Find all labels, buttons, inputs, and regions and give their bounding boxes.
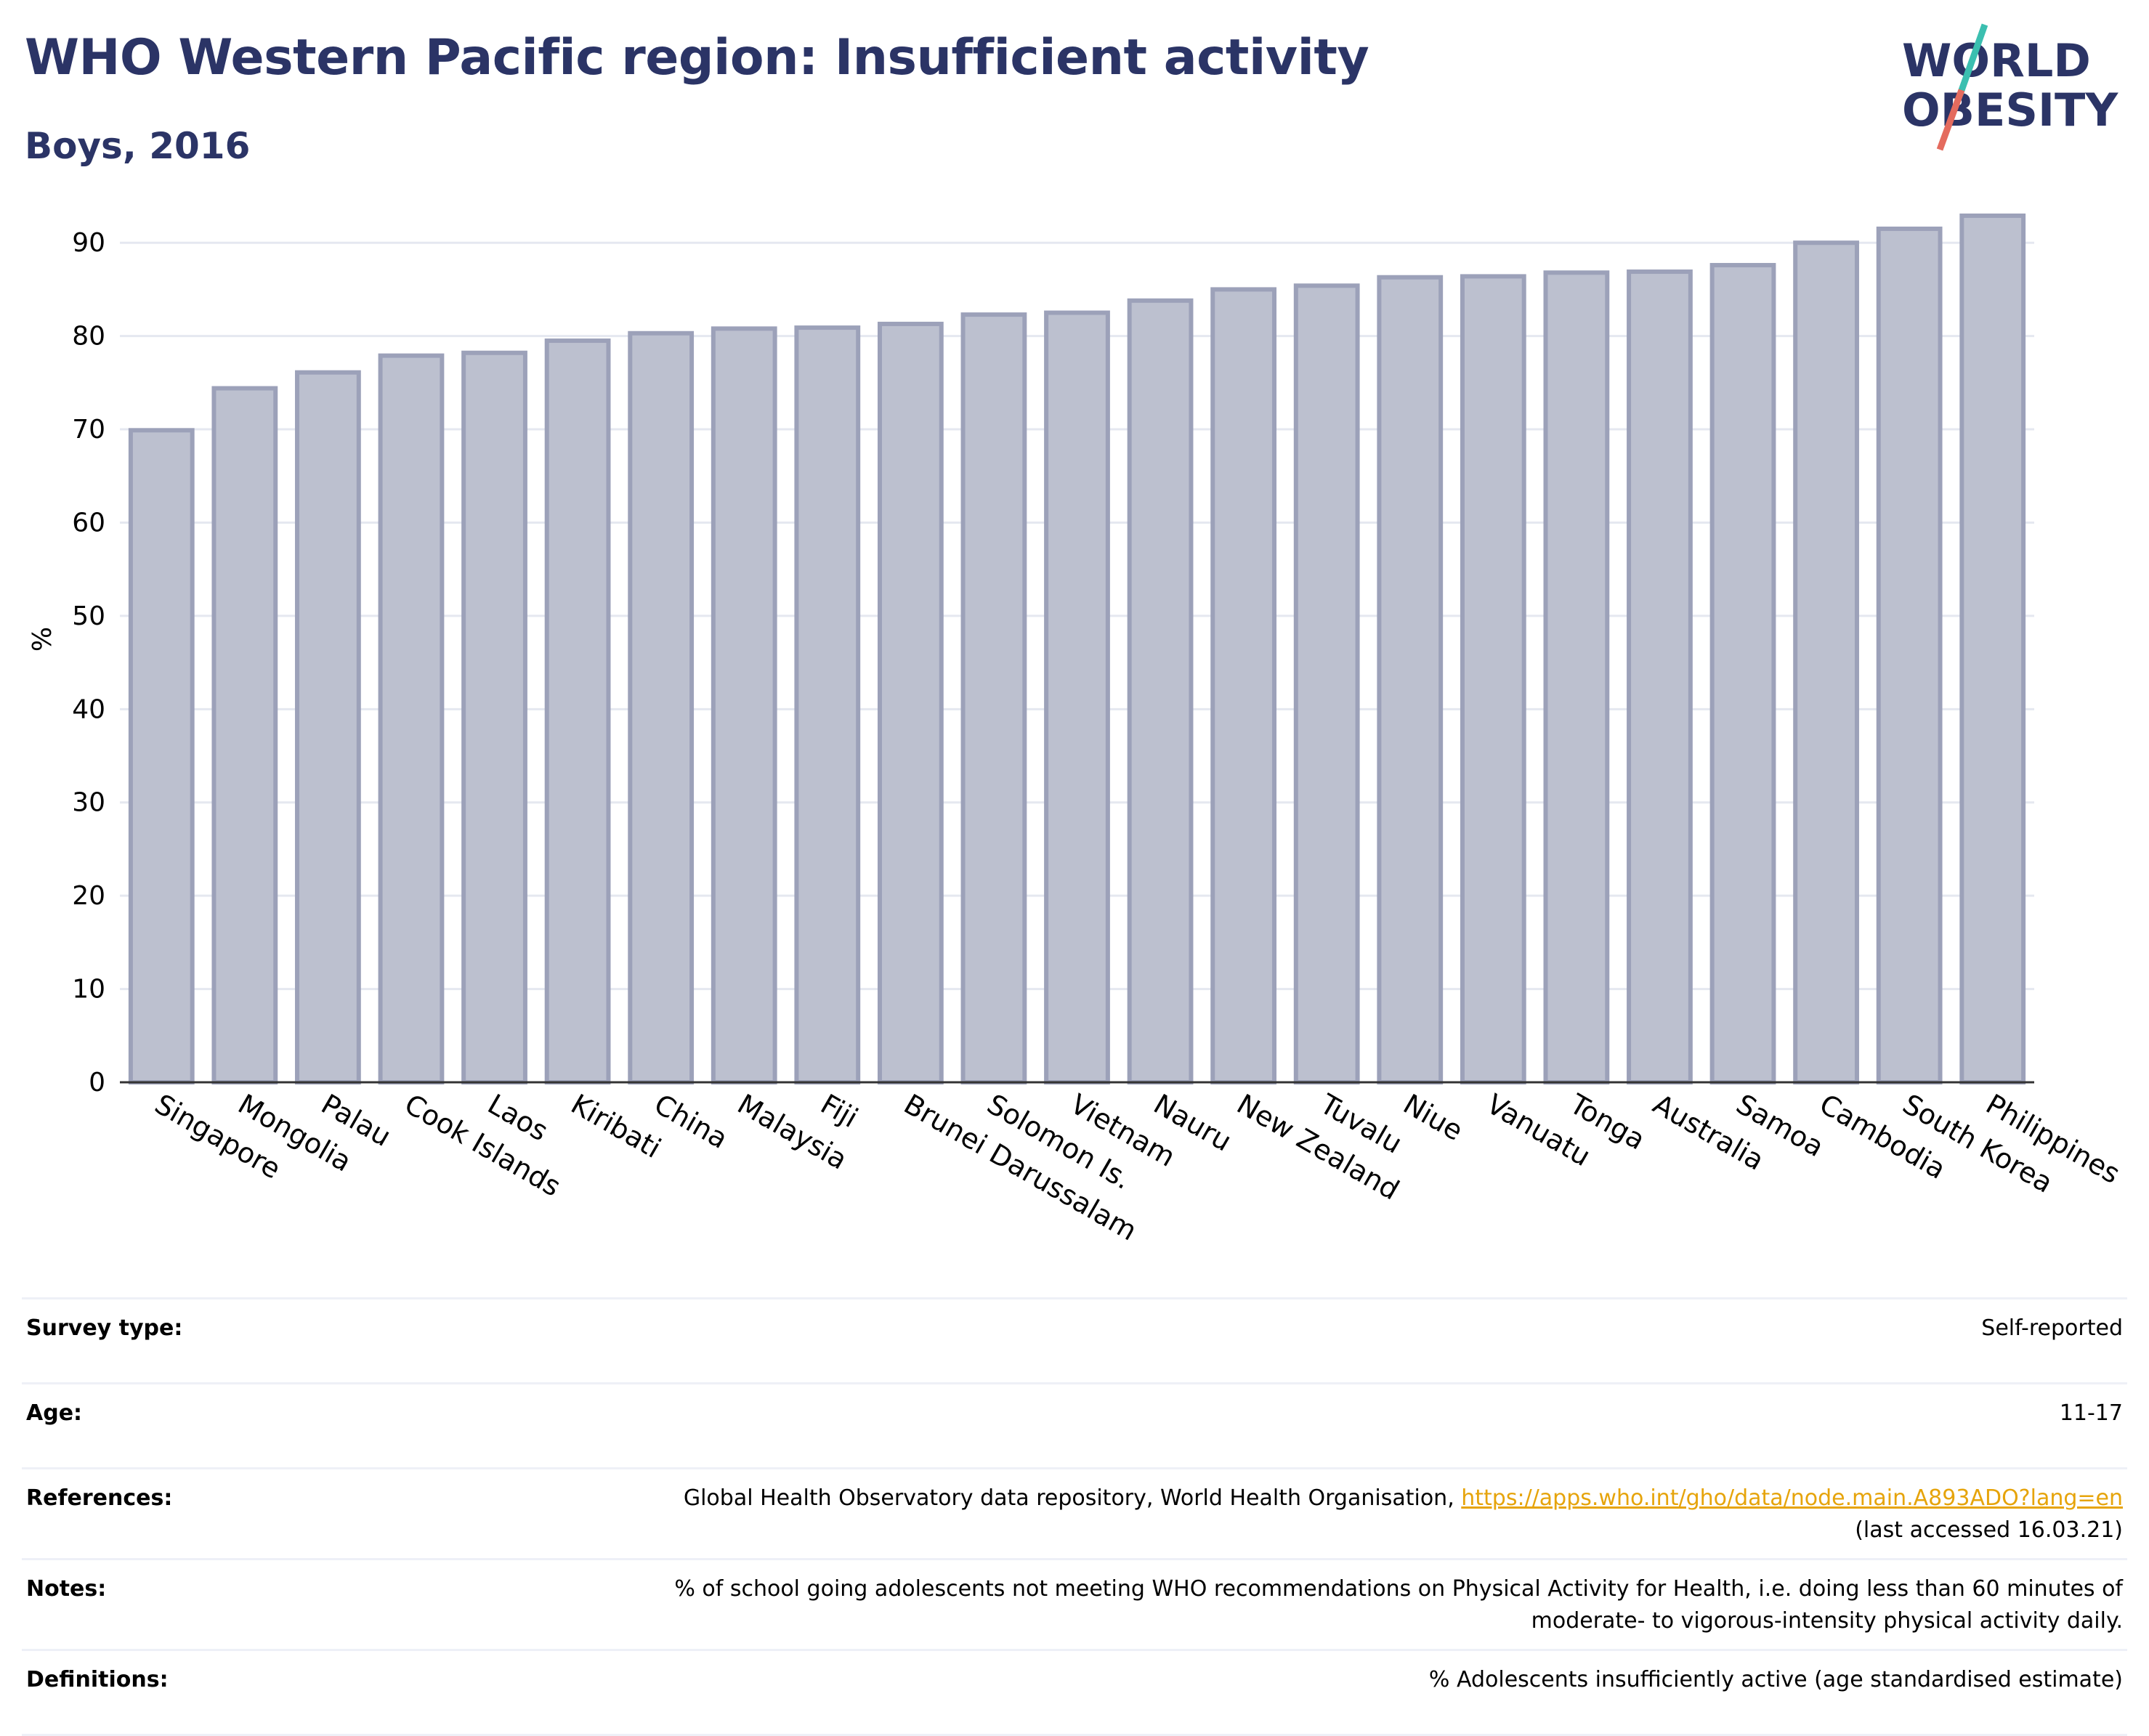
references-accessed: (last accessed 16.03.21) [1855, 1517, 2123, 1543]
bar-china [628, 330, 695, 1085]
info-row-definitions: Definitions: % Adolescents insufficientl… [22, 1650, 2127, 1735]
bar-south-korea [1876, 226, 1943, 1084]
bar-palau [295, 370, 361, 1085]
notes-value: % of school going adolescents not meetin… [336, 1559, 2127, 1650]
y-tick-label: 50 [72, 601, 105, 631]
age-value: 11-17 [2059, 1400, 2123, 1426]
age-label: Age: [26, 1400, 83, 1426]
bar-samoa [1709, 263, 1776, 1084]
bar-malaysia [711, 326, 777, 1084]
logo-slash-teal [1956, 23, 1988, 96]
y-tick-label: 60 [72, 508, 105, 538]
x-tick-label: Fiji [815, 1088, 863, 1134]
y-axis-label: % [28, 627, 57, 652]
bar-philippines [1959, 213, 2026, 1085]
y-tick-label: 20 [72, 881, 105, 911]
bar-niue [1377, 275, 1444, 1084]
logo-word-obesity: OBESITY [1902, 84, 2118, 137]
bar-tonga [1543, 270, 1610, 1084]
references-label: References: [26, 1485, 173, 1511]
definitions-label: Definitions: [26, 1667, 169, 1692]
y-tick-label: 80 [72, 322, 105, 352]
bar-fiji [794, 325, 861, 1084]
y-tick-label: 30 [72, 788, 105, 818]
x-tick-label: Cook Islands [399, 1088, 566, 1203]
chart-title: WHO Western Pacific region: Insufficient… [25, 29, 1369, 86]
y-tick-label: 40 [72, 694, 105, 724]
x-tick-label: Kiribati [566, 1088, 667, 1164]
definitions-value: % Adolescents insufficiently active (age… [1428, 1667, 2123, 1692]
bar-brunei-darussalam [877, 321, 944, 1084]
bar-mongolia [211, 386, 278, 1084]
bar-kiribati [544, 338, 611, 1085]
logo-slash-coral [1936, 89, 1965, 151]
x-tick-label: Niue [1398, 1088, 1468, 1147]
bar-chart: 0102030405060708090SingaporeMongoliaPala… [28, 213, 2126, 1247]
y-tick-label: 90 [72, 228, 105, 258]
bar-nauru [1127, 298, 1194, 1085]
bar-solomon-is- [960, 312, 1027, 1085]
notes-line-1: % of school going adolescents not meetin… [674, 1576, 2123, 1602]
references-link[interactable]: https://apps.who.int/gho/data/node.main.… [1461, 1485, 2123, 1511]
bars [128, 213, 2026, 1085]
info-row-notes: Notes: % of school going adolescents not… [22, 1559, 2127, 1650]
bar-laos [461, 350, 527, 1084]
y-tick-label: 70 [72, 415, 105, 445]
bar-cook-islands [378, 353, 445, 1085]
y-tick-label: 0 [89, 1068, 105, 1098]
chart-subtitle: Boys, 2016 [25, 125, 251, 167]
info-row-age: Age: 11-17 [22, 1383, 2127, 1469]
bar-vietnam [1044, 310, 1110, 1084]
bar-australia [1627, 269, 1693, 1085]
logo-word-world: WORLD [1902, 34, 2091, 87]
info-row-survey-type: Survey type: Self-reported [22, 1298, 2127, 1384]
references-text: Global Health Observatory data repositor… [683, 1485, 1462, 1511]
world-obesity-logo: WORLD OBESITY [1902, 23, 2118, 151]
bar-new-zealand [1210, 287, 1277, 1085]
bar-tuvalu [1293, 283, 1360, 1085]
info-row-references: References: Global Health Observatory da… [22, 1468, 2127, 1559]
bar-cambodia [1793, 240, 1859, 1084]
references-value: Global Health Observatory data repositor… [336, 1469, 2127, 1559]
bar-vanuatu [1460, 274, 1526, 1084]
survey-type-value: Self-reported [1981, 1315, 2123, 1341]
info-table: Survey type: Self-reported Age: 11-17 Re… [22, 1297, 2127, 1736]
notes-label: Notes: [26, 1576, 107, 1602]
y-tick-label: 10 [72, 975, 105, 1005]
survey-type-label: Survey type: [26, 1315, 183, 1341]
bar-singapore [128, 428, 195, 1084]
notes-line-2: moderate- to vigorous-intensity physical… [1531, 1608, 2123, 1634]
